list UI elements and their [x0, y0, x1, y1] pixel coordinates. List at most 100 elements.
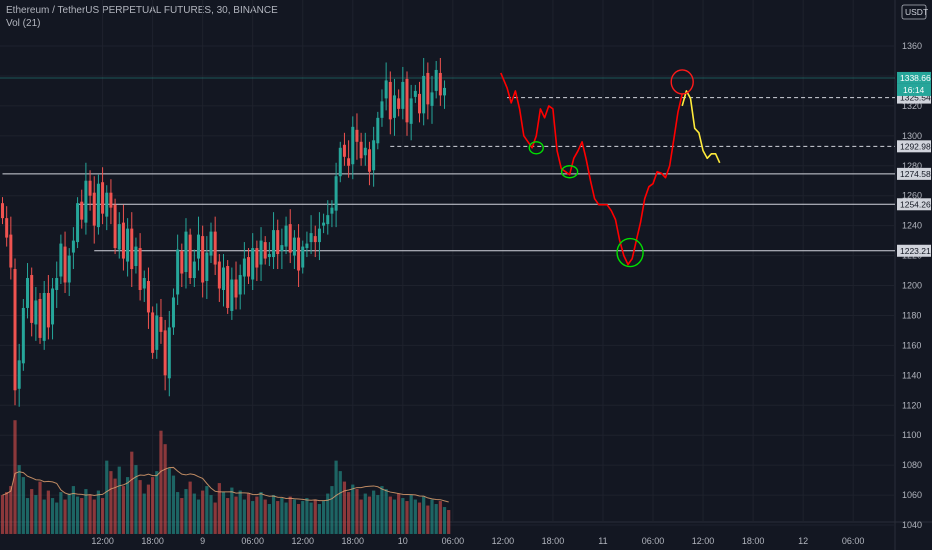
- candle-body: [17, 360, 21, 389]
- candle-body: [84, 180, 88, 223]
- volume-bar: [217, 483, 221, 534]
- candle-body: [301, 246, 305, 268]
- candle-body: [134, 246, 138, 267]
- candle-body: [405, 78, 409, 123]
- volume-bar: [13, 420, 17, 534]
- volume-bar: [134, 465, 138, 534]
- volume-bar: [138, 480, 142, 534]
- volume-bar: [351, 484, 355, 534]
- candle-body: [342, 144, 346, 157]
- volume-bar: [271, 495, 276, 534]
- candle-body: [176, 249, 180, 295]
- candle-body: [267, 254, 271, 258]
- green-circle-marker: [616, 237, 644, 268]
- volume-bar: [388, 496, 392, 534]
- candle-body: [180, 251, 184, 274]
- candle-body: [46, 292, 50, 328]
- candle-body: [234, 279, 238, 298]
- price-axis[interactable]: 1040106010801100112011401160118012001220…: [902, 41, 922, 530]
- volume-bar: [309, 502, 313, 534]
- candles: [1, 57, 447, 407]
- x-tick-label: 18:00: [542, 536, 565, 546]
- candle-body: [192, 261, 196, 279]
- level-price-tag: 1292.98: [900, 141, 931, 151]
- candle-body: [392, 95, 396, 118]
- volume-bar: [109, 471, 113, 534]
- volume-bar: [409, 495, 413, 534]
- volume-bar: [359, 499, 363, 534]
- volume-bar: [342, 481, 347, 534]
- volume-bar: [317, 504, 322, 534]
- volume-bar: [92, 499, 96, 534]
- y-tick-label: 1320: [902, 101, 922, 111]
- level-price-tag: 1223.21: [900, 246, 931, 256]
- x-tick-label: 12:00: [291, 536, 314, 546]
- candle-body: [71, 240, 75, 253]
- volume-bar: [376, 495, 380, 534]
- volume-bar: [105, 460, 109, 534]
- level-price-tag: 1254.26: [900, 199, 931, 209]
- volume-bar: [276, 501, 280, 534]
- volume-bar: [263, 499, 267, 534]
- volume-bar: [180, 498, 184, 534]
- volume-bar: [434, 504, 438, 534]
- candle-body: [247, 257, 251, 277]
- level-price-tag-bg: [897, 167, 931, 180]
- candle-body: [184, 231, 188, 273]
- volume-bar: [296, 504, 301, 534]
- red-circle-marker: [670, 69, 694, 95]
- volume-bar: [188, 481, 192, 534]
- x-tick-label: 11: [598, 536, 607, 546]
- candle-body: [297, 237, 301, 271]
- candle-body: [96, 183, 100, 228]
- x-tick-label: 06:00: [842, 536, 865, 546]
- candle-body: [422, 75, 426, 114]
- volume-bar: [372, 490, 376, 534]
- x-tick-label: 18:00: [141, 536, 164, 546]
- countdown-tag: 16:14: [903, 85, 925, 95]
- volume-bar: [184, 489, 188, 534]
- level-price-tag-bg: [897, 198, 931, 211]
- x-tick-label: 12: [798, 536, 808, 546]
- volume-bar: [313, 499, 317, 534]
- x-tick-label: 12:00: [692, 536, 715, 546]
- volume-bar: [401, 498, 405, 534]
- candle-body: [213, 231, 217, 265]
- chart-title: Ethereum / TetherUS PERPETUAL FUTURES, 3…: [6, 5, 278, 16]
- volume-bar: [130, 451, 134, 534]
- candle-body: [67, 255, 71, 283]
- candle-body: [355, 129, 359, 142]
- candle-body: [13, 269, 17, 391]
- candle-body: [284, 225, 288, 247]
- volume-bar: [205, 486, 209, 534]
- volume-bar: [280, 498, 284, 534]
- candle-body: [130, 228, 134, 270]
- candle-body: [222, 267, 226, 290]
- volume-bar: [146, 484, 151, 534]
- candle-body: [288, 224, 292, 253]
- volume-bar: [380, 486, 384, 534]
- candle-body: [388, 81, 392, 120]
- y-tick-label: 1360: [902, 41, 922, 51]
- level-price-tag: 1274.58: [900, 169, 931, 179]
- volume-indicator-label: Vol (21): [6, 18, 41, 29]
- y-tick-label: 1280: [902, 161, 922, 171]
- price-levels: [0, 77, 895, 252]
- volume-bar: [363, 493, 367, 534]
- candle-body: [372, 140, 376, 171]
- volume-bar: [80, 498, 84, 534]
- volume-bar: [288, 496, 292, 534]
- time-axis[interactable]: 12:00 18:00 9 06:00 12:00 18:00 10 06:00 12:00 18…: [91, 536, 864, 546]
- volume-bar: [255, 496, 259, 534]
- candle-body: [21, 307, 25, 364]
- volume-bar: [367, 496, 372, 534]
- volume-bar: [126, 477, 130, 534]
- candle-body: [401, 81, 405, 109]
- volume-bar: [9, 486, 13, 534]
- volume-bar: [334, 460, 338, 534]
- volume-bar: [384, 489, 388, 534]
- y-tick-label: 1240: [902, 221, 922, 231]
- candle-body: [88, 180, 92, 196]
- volume-bar: [413, 499, 417, 534]
